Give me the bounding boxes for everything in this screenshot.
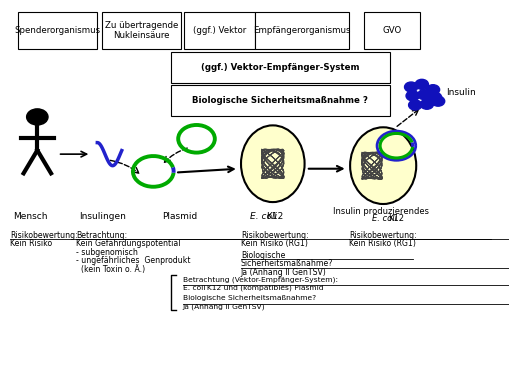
FancyBboxPatch shape [102, 12, 181, 49]
Circle shape [405, 91, 418, 101]
Text: Kein Risiko (RG1): Kein Risiko (RG1) [240, 239, 307, 248]
Ellipse shape [241, 126, 304, 202]
Text: Biologische: Biologische [240, 251, 285, 260]
FancyBboxPatch shape [183, 12, 254, 49]
Circle shape [419, 99, 433, 109]
Circle shape [408, 100, 421, 110]
Text: Insulin produzierendes: Insulin produzierendes [332, 207, 428, 216]
Circle shape [428, 92, 441, 102]
Text: Risikobewertung:: Risikobewertung: [240, 231, 308, 240]
Text: (ggf.) Vektor-Empfänger-System: (ggf.) Vektor-Empfänger-System [201, 63, 359, 72]
FancyBboxPatch shape [363, 12, 419, 49]
Text: Zu übertragende
Nukleinsäure: Zu übertragende Nukleinsäure [105, 21, 178, 40]
Text: Risikobewertung:: Risikobewertung: [10, 231, 77, 240]
Circle shape [404, 82, 417, 92]
Circle shape [26, 109, 48, 125]
Text: Insulin: Insulin [445, 88, 475, 97]
Text: Risikobewertung:: Risikobewertung: [348, 231, 416, 240]
Text: - ungefährliches  Genprodukt: - ungefährliches Genprodukt [76, 256, 190, 265]
Circle shape [417, 90, 430, 100]
FancyBboxPatch shape [254, 12, 348, 49]
Text: GVO: GVO [382, 26, 401, 35]
Text: E. coli: E. coli [371, 214, 396, 223]
Text: Empfängerorganismus: Empfängerorganismus [253, 26, 350, 35]
Text: Betrachtung (Vektor-Empfänger-System):: Betrachtung (Vektor-Empfänger-System): [182, 276, 337, 283]
Text: (ggf.) Vektor: (ggf.) Vektor [192, 26, 245, 35]
Text: Betrachtung:: Betrachtung: [76, 231, 127, 240]
Text: Sicherheitsmaßnahme?: Sicherheitsmaßnahme? [240, 259, 332, 268]
Text: Spenderorganismus: Spenderorganismus [15, 26, 101, 35]
Text: Kein Gefährdungspotential: Kein Gefährdungspotential [76, 239, 180, 248]
FancyBboxPatch shape [171, 85, 389, 116]
Text: K12: K12 [266, 213, 283, 221]
Circle shape [431, 96, 444, 106]
FancyBboxPatch shape [18, 12, 97, 49]
Text: Biologische Sicherheitsmaßnahme ?: Biologische Sicherheitsmaßnahme ? [192, 96, 367, 105]
Text: Mensch: Mensch [13, 213, 47, 221]
Text: Insulingen: Insulingen [79, 213, 126, 221]
Text: Biologische Sicherheitsmaßnahme?: Biologische Sicherheitsmaßnahme? [182, 295, 315, 301]
Circle shape [426, 85, 439, 95]
Ellipse shape [349, 127, 415, 204]
FancyBboxPatch shape [171, 52, 389, 83]
Text: - subgenomisch: - subgenomisch [76, 248, 137, 257]
Text: Ja (Anhang II GenTSV): Ja (Anhang II GenTSV) [240, 268, 326, 277]
Text: Ja (Anhang II GenTSV): Ja (Anhang II GenTSV) [182, 304, 265, 310]
Text: K12: K12 [387, 214, 404, 223]
Text: Kein Risiko: Kein Risiko [10, 239, 52, 248]
Circle shape [414, 79, 428, 89]
Text: Kein Risiko (RG1): Kein Risiko (RG1) [348, 239, 415, 248]
Text: (kein Toxin o. Ä.): (kein Toxin o. Ä.) [81, 264, 145, 274]
Text: Plasmid: Plasmid [162, 213, 197, 221]
Text: E. coli K12 und (kompatibles) Plasmid: E. coli K12 und (kompatibles) Plasmid [182, 285, 323, 291]
Text: E. coli: E. coli [249, 213, 276, 221]
